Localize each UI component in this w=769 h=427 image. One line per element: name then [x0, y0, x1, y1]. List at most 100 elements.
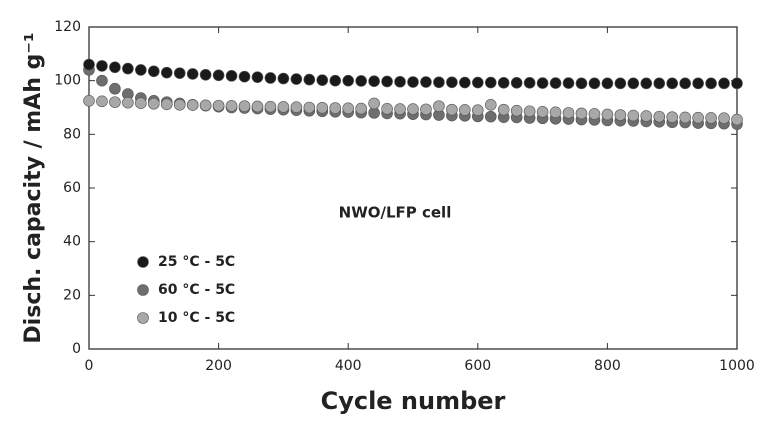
data-point: [407, 103, 419, 115]
data-point: [368, 97, 380, 110]
data-point: [355, 75, 367, 87]
data-point: [666, 77, 679, 90]
data-point: [225, 100, 238, 112]
data-point: [290, 73, 303, 85]
data-point: [148, 97, 160, 110]
data-point: [109, 96, 121, 108]
data-point: [575, 77, 588, 90]
data-point: [536, 77, 549, 89]
annotation: NWO/LFP cell: [339, 204, 452, 222]
data-point: [316, 101, 329, 114]
x-tick-label: 600: [464, 358, 491, 374]
data-point: [718, 112, 730, 125]
data-point: [446, 76, 458, 89]
data-point: [549, 106, 562, 119]
data-point: [96, 60, 108, 72]
data-point: [679, 111, 691, 124]
data-point: [679, 77, 691, 90]
data-point: [109, 61, 121, 74]
data-point: [420, 76, 432, 88]
data-point: [614, 109, 627, 121]
x-tick-label: 1000: [719, 358, 755, 374]
data-point: [653, 77, 666, 90]
data-point: [718, 77, 730, 90]
legend-marker: [137, 284, 149, 296]
x-axis-label: Cycle number: [321, 387, 506, 415]
legend-marker: [137, 256, 149, 268]
data-point: [342, 74, 355, 87]
y-tick-label: 60: [63, 180, 81, 196]
data-point: [471, 104, 484, 116]
data-point: [705, 77, 717, 90]
data-point: [135, 64, 147, 76]
data-point: [433, 76, 445, 89]
data-point: [433, 100, 445, 112]
data-point: [420, 103, 432, 116]
data-point: [497, 77, 510, 89]
data-point: [588, 77, 601, 90]
data-point: [549, 77, 562, 89]
data-point: [510, 77, 523, 89]
data-point: [666, 111, 679, 123]
legend-label: 25 °C - 5C: [158, 254, 235, 270]
data-point: [109, 82, 121, 95]
data-point: [536, 105, 549, 118]
data-point: [251, 100, 264, 113]
data-point: [640, 77, 653, 90]
data-point: [148, 65, 160, 78]
data-point: [303, 73, 316, 86]
data-point: [588, 108, 601, 120]
data-point: [459, 76, 471, 89]
data-point: [212, 69, 225, 82]
data-point: [96, 74, 108, 87]
data-point: [601, 108, 614, 121]
data-point: [277, 101, 290, 113]
data-point: [407, 76, 419, 88]
data-point: [186, 68, 199, 80]
data-point: [264, 100, 277, 113]
data-point: [381, 75, 393, 88]
data-point: [199, 99, 212, 112]
data-point: [173, 67, 186, 79]
data-point: [238, 70, 251, 83]
data-point: [96, 95, 108, 108]
data-point: [303, 101, 316, 114]
y-axis-label: Disch. capacity / mAh g⁻¹: [21, 32, 46, 343]
data-point: [329, 74, 342, 87]
legend-label: 60 °C - 5C: [158, 282, 235, 298]
data-point: [523, 105, 536, 118]
data-point: [83, 94, 95, 107]
data-point: [122, 62, 134, 75]
data-point: [394, 75, 406, 88]
data-point: [562, 107, 575, 119]
y-tick-label: 100: [54, 73, 81, 89]
data-point: [122, 96, 134, 109]
data-point: [627, 77, 640, 90]
y-tick-label: 40: [63, 234, 81, 250]
data-point: [199, 68, 212, 81]
data-point: [238, 100, 251, 112]
data-point: [329, 102, 342, 114]
data-point: [173, 99, 186, 111]
data-point: [640, 110, 653, 122]
data-point: [575, 107, 588, 120]
data-point: [614, 77, 627, 90]
data-point: [562, 77, 575, 89]
data-point: [264, 72, 277, 84]
data-point: [459, 104, 471, 116]
data-point: [484, 110, 497, 123]
data-point: [316, 74, 329, 86]
data-point: [186, 99, 199, 111]
data-point: [510, 104, 523, 117]
y-tick-label: 20: [63, 287, 81, 303]
data-point: [355, 102, 367, 115]
legend-label: 10 °C - 5C: [158, 310, 235, 326]
data-point: [627, 109, 640, 122]
x-tick-label: 0: [85, 358, 94, 374]
data-point: [368, 75, 380, 88]
y-tick-label: 80: [63, 126, 81, 142]
data-point: [342, 102, 355, 115]
data-point: [394, 103, 406, 115]
x-tick-label: 400: [335, 358, 362, 374]
